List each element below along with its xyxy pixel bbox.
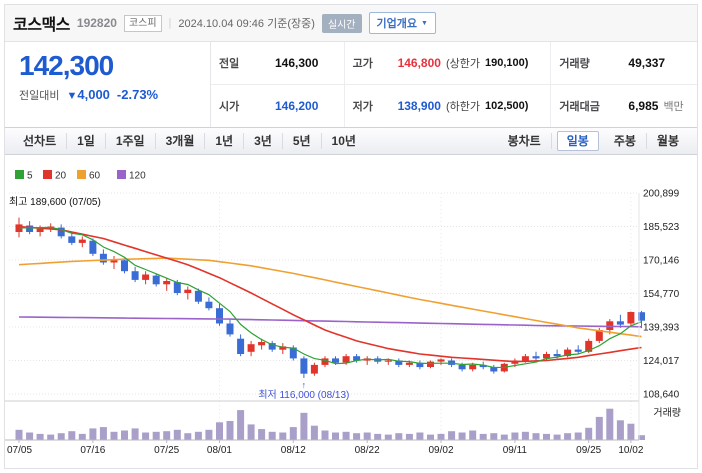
change-row: 전일대비 ▼4,000 -2.73% <box>19 87 196 103</box>
tab-1year[interactable]: 1년 <box>205 133 245 149</box>
svg-text:170,146: 170,146 <box>643 256 680 267</box>
tab-10year[interactable]: 10년 <box>331 134 356 148</box>
current-price-block: 142,300 전일대비 ▼4,000 -2.73% <box>5 42 210 127</box>
title-bar: 코스맥스 192820 코스피 | 2024.10.04 09:46 기준(장중… <box>5 5 697 42</box>
tab-1week[interactable]: 1주일 <box>106 133 156 149</box>
svg-text:200,899: 200,899 <box>643 189 680 200</box>
lower-limit-value: 102,500) <box>485 100 529 112</box>
market-badge: 코스피 <box>123 14 162 32</box>
svg-text:60: 60 <box>89 171 101 182</box>
svg-text:07/05: 07/05 <box>7 445 32 456</box>
change-label: 전일대비 <box>19 89 60 102</box>
upper-limit-label: (상한가 <box>445 58 480 70</box>
svg-text:07/25: 07/25 <box>154 445 179 456</box>
separator: | <box>168 17 172 29</box>
amount-value: 6,985 <box>628 99 659 113</box>
svg-text:09/11: 09/11 <box>503 445 528 456</box>
low-value: 138,900 <box>397 99 441 113</box>
svg-text:185,523: 185,523 <box>643 222 680 233</box>
open-label: 시가 <box>219 101 240 113</box>
chevron-down-icon: ▼ <box>421 19 428 27</box>
candlestick-chart-canvas: 200,899 185,523 170,146 154,770 139,393 124,0… <box>5 170 681 456</box>
chart-type-group: 봉차트 일봉 주봉 월봉 <box>498 131 689 151</box>
svg-text:5: 5 <box>27 171 33 182</box>
svg-text:최저 116,000 (08/13): 최저 116,000 (08/13) <box>258 389 349 401</box>
tab-monthly-candle[interactable]: 월봉 <box>656 134 679 148</box>
svg-text:139,393: 139,393 <box>643 323 680 334</box>
tab-3month[interactable]: 3개월 <box>156 133 206 149</box>
stock-chart: 200,899 185,523 170,146 154,770 139,393 124,0… <box>5 155 697 468</box>
high-value: 146,800 <box>397 56 441 70</box>
high-label: 고가 <box>352 58 373 70</box>
volume-value: 49,337 <box>628 56 666 70</box>
svg-text:09/25: 09/25 <box>576 445 601 456</box>
quote-table: 전일 146,300 고가 146,800 (상한가 190,100) 거래량 … <box>210 42 697 127</box>
open-value: 146,200 <box>275 99 319 113</box>
company-overview-button[interactable]: 기업개요 ▼ <box>368 12 436 34</box>
change-percent: -2.73% <box>116 86 159 102</box>
svg-text:08/01: 08/01 <box>207 445 232 456</box>
upper-limit-value: 190,100) <box>485 57 529 69</box>
prev-close-label: 전일 <box>219 58 240 70</box>
svg-text:124,017: 124,017 <box>643 356 680 367</box>
svg-text:07/16: 07/16 <box>80 445 105 456</box>
realtime-badge: 실시간 <box>321 13 362 33</box>
down-arrow-icon: ▼ <box>66 89 78 102</box>
tab-3year[interactable]: 3년 <box>244 133 283 149</box>
tab-daily-candle[interactable]: 일봉 <box>556 131 599 151</box>
chart-tab-bar: 선차트 1일 1주일 3개월 1년 3년 5년 10년 봉차트 일봉 주봉 월봉 <box>5 127 697 155</box>
tab-1day[interactable]: 1일 <box>67 133 106 149</box>
current-price: 142,300 <box>19 50 114 81</box>
stock-code: 192820 <box>76 16 117 30</box>
change-amount: 4,000 <box>77 86 110 102</box>
tab-weekly-candle[interactable]: 주봉 <box>604 133 647 149</box>
change-value: ▼4,000 <box>66 87 109 102</box>
svg-text:08/12: 08/12 <box>281 445 306 456</box>
svg-text:108,640: 108,640 <box>643 390 680 401</box>
svg-text:120: 120 <box>129 171 146 182</box>
quote-panel: 142,300 전일대비 ▼4,000 -2.73% 전일 146,300 고가… <box>5 42 697 127</box>
company-overview-label: 기업개요 <box>376 18 417 30</box>
volume-label: 거래량 <box>559 58 590 70</box>
svg-text:최고 189,600 (07/05): 최고 189,600 (07/05) <box>9 196 101 208</box>
svg-text:거래량: 거래량 <box>653 407 681 419</box>
tab-5year[interactable]: 5년 <box>283 133 322 149</box>
amount-unit: 백만 <box>663 101 684 113</box>
low-label: 저가 <box>352 101 373 113</box>
candle-chart-label: 봉차트 <box>498 133 552 149</box>
quote-datetime: 2024.10.04 09:46 기준(장중) <box>178 18 315 30</box>
svg-text:↑: ↑ <box>302 380 307 390</box>
amount-label: 거래대금 <box>559 101 600 113</box>
tab-line-chart[interactable]: 선차트 <box>13 133 68 149</box>
svg-text:09/02: 09/02 <box>428 445 453 456</box>
stock-detail-page: 코스맥스 192820 코스피 | 2024.10.04 09:46 기준(장중… <box>4 4 698 469</box>
svg-text:08/22: 08/22 <box>355 445 380 456</box>
svg-text:154,770: 154,770 <box>643 289 680 300</box>
prev-close-value: 146,300 <box>275 56 319 70</box>
svg-text:10/02: 10/02 <box>618 445 643 456</box>
lower-limit-label: (하한가 <box>445 101 480 113</box>
svg-text:20: 20 <box>55 171 67 182</box>
stock-name: 코스맥스 <box>13 17 70 34</box>
